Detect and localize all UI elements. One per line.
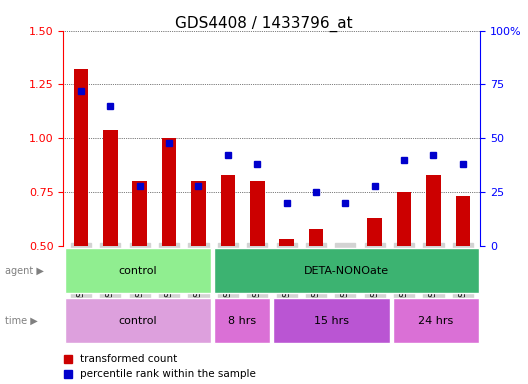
- FancyBboxPatch shape: [65, 248, 211, 293]
- Bar: [250, 181, 265, 353]
- Text: percentile rank within the sample: percentile rank within the sample: [80, 369, 256, 379]
- Text: control: control: [118, 266, 157, 276]
- Bar: [221, 175, 235, 353]
- FancyBboxPatch shape: [214, 248, 479, 293]
- Text: control: control: [118, 316, 157, 326]
- Bar: [367, 218, 382, 353]
- FancyBboxPatch shape: [393, 298, 479, 343]
- Bar: [456, 196, 470, 353]
- Bar: [73, 70, 88, 353]
- Bar: [426, 175, 441, 353]
- Bar: [338, 246, 353, 353]
- Text: 8 hrs: 8 hrs: [228, 316, 256, 326]
- FancyBboxPatch shape: [274, 298, 390, 343]
- Text: DETA-NONOate: DETA-NONOate: [304, 266, 389, 276]
- Text: transformed count: transformed count: [80, 354, 177, 364]
- Text: GDS4408 / 1433796_at: GDS4408 / 1433796_at: [175, 15, 353, 31]
- Text: 15 hrs: 15 hrs: [314, 316, 349, 326]
- Text: agent ▶: agent ▶: [5, 266, 44, 276]
- Bar: [103, 130, 118, 353]
- Bar: [162, 138, 176, 353]
- Text: time ▶: time ▶: [5, 316, 38, 326]
- Bar: [279, 239, 294, 353]
- Bar: [191, 181, 206, 353]
- Bar: [397, 192, 411, 353]
- Text: 24 hrs: 24 hrs: [418, 316, 454, 326]
- FancyBboxPatch shape: [214, 298, 270, 343]
- Bar: [309, 228, 323, 353]
- Bar: [133, 181, 147, 353]
- FancyBboxPatch shape: [65, 298, 211, 343]
